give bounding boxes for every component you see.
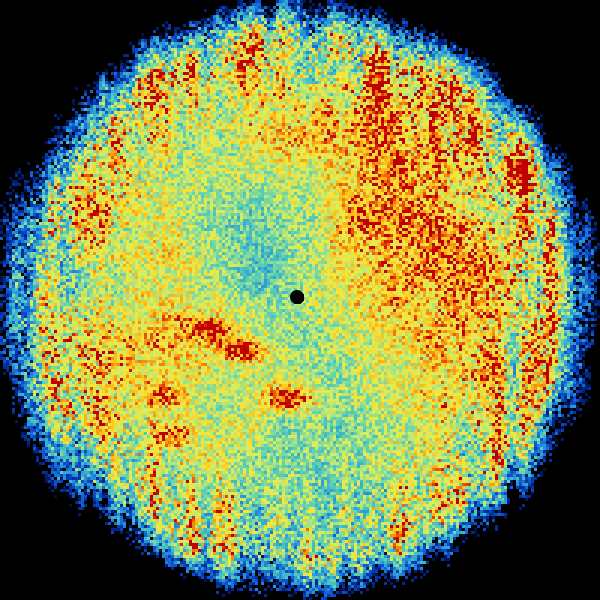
image-canvas — [0, 0, 600, 600]
intensity-heatmap — [0, 0, 600, 600]
